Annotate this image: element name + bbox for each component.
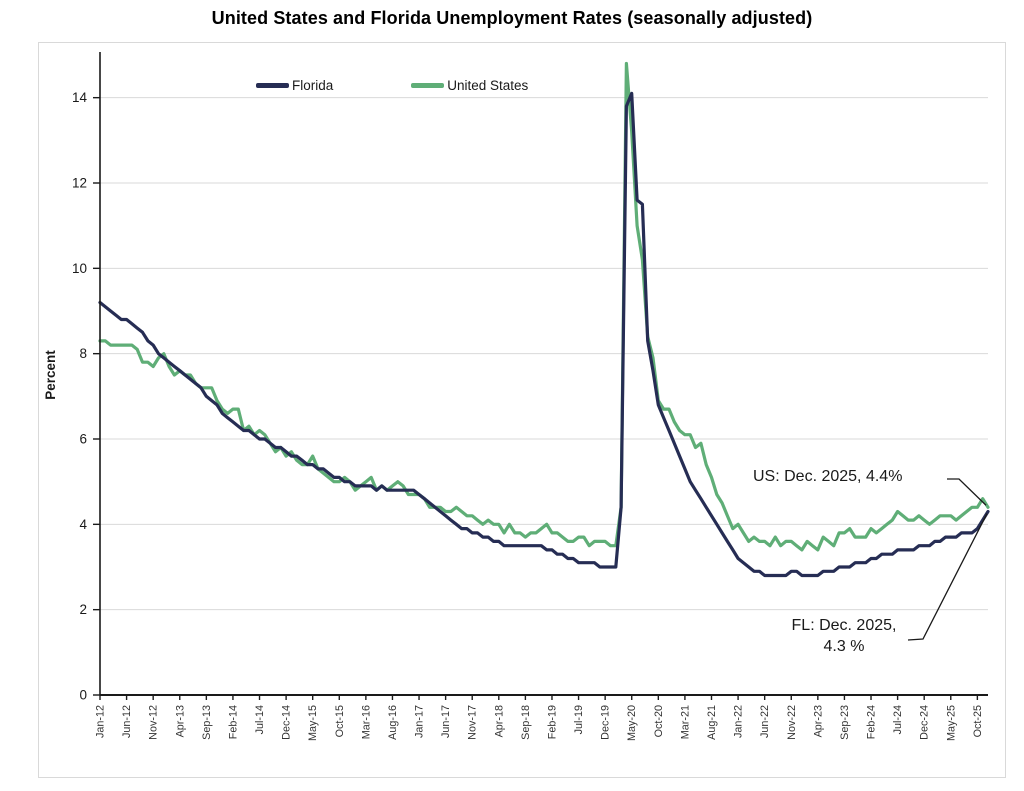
- svg-text:Apr-18: Apr-18: [493, 705, 505, 737]
- svg-text:Feb-14: Feb-14: [227, 705, 239, 739]
- svg-text:Jun-12: Jun-12: [121, 705, 133, 738]
- y-axis-title: Percent: [42, 350, 58, 400]
- svg-text:0: 0: [79, 688, 87, 703]
- svg-text:May-20: May-20: [626, 705, 638, 741]
- svg-text:Oct-15: Oct-15: [334, 705, 346, 737]
- svg-text:Jan-17: Jan-17: [414, 705, 426, 738]
- svg-text:Jul-24: Jul-24: [892, 705, 904, 734]
- svg-text:Sep-13: Sep-13: [201, 705, 213, 740]
- svg-text:May-25: May-25: [945, 705, 957, 741]
- legend-item-florida: Florida: [256, 78, 333, 93]
- svg-text:4: 4: [79, 517, 87, 532]
- svg-text:Jul-19: Jul-19: [573, 705, 585, 734]
- svg-text:Apr-23: Apr-23: [812, 705, 824, 737]
- svg-text:Mar-21: Mar-21: [679, 705, 691, 739]
- svg-text:Aug-16: Aug-16: [387, 705, 399, 740]
- svg-text:Jun-17: Jun-17: [440, 705, 452, 738]
- svg-text:Jan-12: Jan-12: [95, 705, 107, 738]
- legend-label-florida: Florida: [292, 78, 334, 93]
- legend-item-us: United States: [411, 78, 528, 93]
- us-line-icon: [411, 83, 445, 88]
- chart-frame: [38, 42, 1006, 778]
- svg-text:Aug-21: Aug-21: [706, 705, 718, 740]
- svg-text:Feb-24: Feb-24: [866, 705, 878, 739]
- svg-text:Nov-12: Nov-12: [148, 705, 160, 740]
- svg-text:Jun-22: Jun-22: [759, 705, 771, 738]
- svg-text:Oct-20: Oct-20: [653, 705, 665, 737]
- svg-text:Mar-16: Mar-16: [360, 705, 372, 739]
- svg-text:8: 8: [79, 346, 87, 361]
- svg-text:Nov-17: Nov-17: [467, 705, 479, 740]
- svg-text:Feb-19: Feb-19: [547, 705, 559, 739]
- svg-text:May-15: May-15: [307, 705, 319, 741]
- svg-text:12: 12: [72, 176, 87, 191]
- svg-text:Sep-18: Sep-18: [520, 705, 532, 740]
- svg-text:Dec-19: Dec-19: [600, 705, 612, 740]
- svg-text:Nov-22: Nov-22: [786, 705, 798, 740]
- svg-text:14: 14: [72, 90, 88, 105]
- svg-text:Dec-14: Dec-14: [281, 705, 293, 740]
- svg-text:2: 2: [79, 602, 87, 617]
- legend: Florida United States: [256, 78, 528, 93]
- svg-text:Jul-14: Jul-14: [254, 705, 266, 734]
- svg-text:Apr-13: Apr-13: [174, 705, 186, 737]
- annotation-us: US: Dec. 2025, 4.4%: [753, 468, 903, 485]
- svg-text:Sep-23: Sep-23: [839, 705, 851, 740]
- svg-text:Oct-25: Oct-25: [972, 705, 984, 737]
- annotation-fl-line2: 4.3 %: [823, 638, 865, 655]
- svg-text:10: 10: [72, 261, 87, 276]
- chart-title: United States and Florida Unemployment R…: [211, 8, 813, 28]
- svg-text:Jan-22: Jan-22: [733, 705, 745, 738]
- legend-label-us: United States: [447, 78, 529, 93]
- svg-text:Dec-24: Dec-24: [919, 705, 931, 740]
- florida-line-icon: [256, 83, 289, 88]
- svg-text:6: 6: [79, 432, 87, 447]
- annotation-fl-line1: FL: Dec. 2025,: [791, 617, 897, 634]
- annotation-fl: FL: Dec. 2025, 4.3 %: [778, 615, 910, 657]
